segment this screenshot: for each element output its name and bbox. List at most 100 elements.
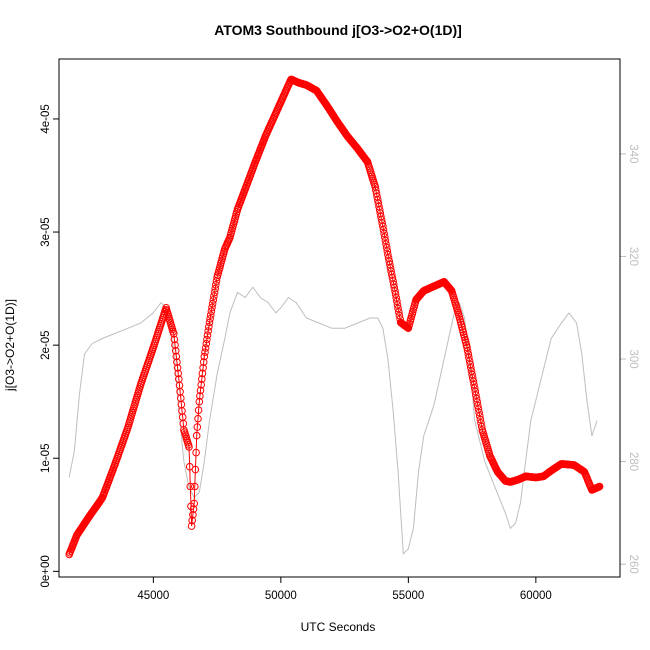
primary-series-points bbox=[65, 75, 604, 559]
y-tick-label: 3e-05 bbox=[40, 217, 52, 246]
data-point bbox=[205, 323, 213, 331]
x-tick-label: 55000 bbox=[392, 590, 424, 602]
data-point bbox=[187, 522, 196, 530]
data-point bbox=[472, 394, 481, 403]
data-point bbox=[474, 405, 483, 413]
data-point bbox=[473, 398, 482, 406]
data-point bbox=[174, 369, 182, 378]
data-point bbox=[171, 347, 180, 355]
data-point bbox=[170, 335, 179, 344]
data-point bbox=[198, 375, 206, 383]
data-point bbox=[470, 384, 479, 392]
data-point bbox=[476, 412, 484, 420]
y-tick-label: 0e+00 bbox=[40, 555, 52, 587]
data-point bbox=[392, 294, 401, 302]
data-point bbox=[475, 408, 483, 417]
data-point bbox=[395, 308, 403, 316]
data-point bbox=[201, 344, 210, 352]
data-point bbox=[379, 222, 387, 231]
data-point bbox=[173, 364, 182, 372]
y-axis: 0e+00 1e-05 2e-05 3e-05 4e-05 bbox=[40, 104, 60, 588]
data-point bbox=[207, 307, 216, 316]
y-tick-label: 2e-05 bbox=[40, 330, 52, 359]
plot-frame bbox=[58, 58, 621, 578]
data-point bbox=[192, 448, 200, 457]
data-point bbox=[208, 303, 216, 312]
data-point bbox=[189, 511, 197, 519]
data-point bbox=[391, 290, 400, 299]
x-tick-label: 50000 bbox=[265, 590, 297, 602]
data-point bbox=[185, 443, 193, 451]
data-point bbox=[380, 229, 388, 238]
data-point bbox=[199, 364, 207, 372]
data-point bbox=[196, 386, 205, 395]
data-point bbox=[194, 414, 202, 423]
data-point bbox=[209, 296, 218, 304]
data-point bbox=[188, 516, 196, 525]
data-point bbox=[201, 348, 209, 357]
data-point bbox=[193, 423, 202, 431]
data-point bbox=[471, 387, 480, 396]
y2-tick-label: 320 bbox=[627, 247, 639, 266]
data-point bbox=[195, 397, 204, 406]
data-point bbox=[470, 380, 478, 389]
data-point bbox=[393, 301, 402, 309]
data-point bbox=[393, 297, 401, 306]
data-point bbox=[395, 311, 404, 320]
data-point bbox=[199, 358, 208, 366]
data-point bbox=[208, 299, 217, 308]
data-point bbox=[394, 304, 402, 313]
y2-tick-label: 260 bbox=[627, 555, 639, 574]
data-point bbox=[202, 339, 211, 348]
data-point bbox=[381, 236, 390, 245]
data-point bbox=[383, 247, 392, 255]
data-point bbox=[477, 422, 486, 431]
data-point bbox=[204, 327, 212, 335]
data-point bbox=[186, 482, 195, 491]
data-point bbox=[595, 482, 604, 491]
data-point bbox=[379, 226, 388, 234]
data-point bbox=[472, 391, 480, 399]
y2-tick-label: 280 bbox=[627, 452, 639, 471]
data-point bbox=[211, 284, 219, 293]
data-point bbox=[194, 406, 203, 415]
data-point bbox=[212, 281, 220, 289]
data-point bbox=[200, 352, 209, 361]
data-point bbox=[206, 311, 215, 319]
data-point bbox=[173, 358, 181, 366]
y-axis-label: j[O3->O2+O(1D)] bbox=[3, 299, 17, 392]
x-tick-label: 60000 bbox=[520, 590, 552, 602]
y2-tick-label: 340 bbox=[627, 144, 639, 163]
data-point bbox=[477, 419, 485, 427]
y2-tick-label: 300 bbox=[627, 349, 639, 368]
data-point bbox=[172, 352, 181, 361]
data-point bbox=[474, 401, 482, 410]
x-axis-label: UTC Seconds bbox=[301, 620, 376, 634]
data-point bbox=[476, 415, 485, 424]
x-tick-label: 45000 bbox=[137, 590, 169, 602]
x-axis: 45000 50000 55000 60000 bbox=[137, 576, 552, 602]
data-point bbox=[190, 499, 198, 508]
y-tick-label: 1e-05 bbox=[40, 444, 52, 473]
data-point bbox=[192, 431, 201, 440]
data-point bbox=[205, 318, 214, 327]
chart-title: ATOM3 Southbound j[O3->O2+O(1D)] bbox=[214, 22, 462, 38]
data-point bbox=[446, 284, 454, 293]
data-point bbox=[382, 243, 391, 252]
data-point bbox=[382, 240, 390, 248]
data-point bbox=[197, 380, 205, 389]
data-point bbox=[203, 331, 212, 340]
secondary-series-line bbox=[68, 286, 598, 556]
data-point bbox=[203, 335, 211, 344]
data-point bbox=[198, 369, 207, 378]
data-point bbox=[206, 315, 214, 323]
data-point bbox=[170, 330, 178, 338]
data-point bbox=[381, 233, 389, 241]
data-point bbox=[210, 292, 218, 300]
data-point bbox=[191, 465, 200, 474]
data-point bbox=[171, 341, 179, 349]
right-axis: 260 280 300 320 340 bbox=[619, 144, 639, 574]
data-point bbox=[196, 392, 204, 400]
data-point bbox=[189, 505, 198, 513]
